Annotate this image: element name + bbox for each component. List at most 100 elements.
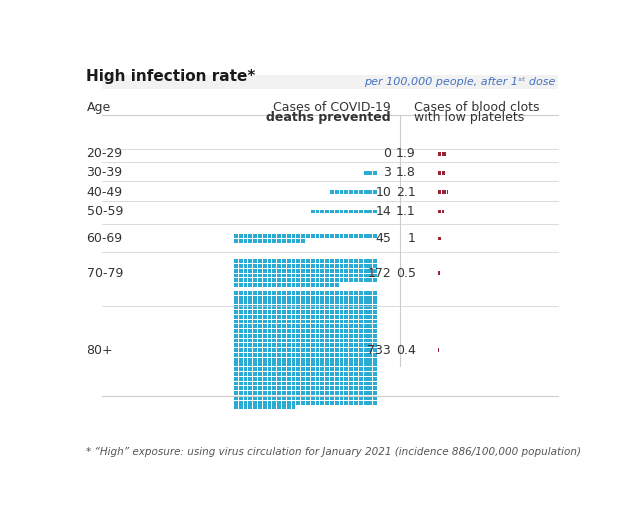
Bar bbox=[301, 291, 305, 294]
Bar bbox=[234, 274, 238, 277]
Bar bbox=[277, 348, 281, 352]
Bar bbox=[292, 264, 295, 268]
Bar bbox=[292, 358, 295, 362]
Bar bbox=[258, 386, 262, 390]
Bar bbox=[248, 239, 252, 243]
Bar bbox=[321, 377, 324, 380]
Bar bbox=[287, 386, 290, 390]
Bar bbox=[369, 190, 372, 194]
Bar bbox=[248, 339, 252, 343]
Bar bbox=[340, 296, 343, 300]
Bar bbox=[263, 269, 266, 272]
Text: Age: Age bbox=[86, 101, 111, 114]
Bar bbox=[253, 259, 257, 263]
Bar bbox=[253, 291, 257, 294]
Bar bbox=[321, 401, 324, 405]
Bar bbox=[253, 305, 257, 309]
Bar bbox=[282, 274, 286, 277]
Bar bbox=[359, 190, 363, 194]
Bar bbox=[234, 343, 238, 347]
Bar bbox=[321, 210, 324, 213]
Bar bbox=[373, 353, 377, 357]
Bar bbox=[349, 358, 353, 362]
Bar bbox=[292, 234, 295, 238]
Text: * “High” exposure: using virus circulation for January 2021 (incidence 886/100,0: * “High” exposure: using virus circulati… bbox=[86, 447, 581, 457]
Bar bbox=[325, 348, 329, 352]
Bar bbox=[277, 283, 281, 287]
Bar bbox=[248, 320, 252, 323]
Bar bbox=[311, 348, 314, 352]
Bar bbox=[277, 372, 281, 376]
Bar bbox=[301, 377, 305, 380]
Bar bbox=[364, 396, 367, 400]
Bar bbox=[316, 396, 319, 400]
Bar bbox=[268, 291, 272, 294]
Bar bbox=[359, 334, 363, 337]
Bar bbox=[282, 391, 286, 395]
Bar bbox=[301, 381, 305, 386]
Bar bbox=[354, 278, 358, 282]
Text: 3: 3 bbox=[383, 167, 391, 180]
Bar bbox=[258, 310, 262, 314]
Bar bbox=[292, 300, 295, 304]
Bar bbox=[349, 269, 353, 272]
Bar bbox=[359, 391, 363, 395]
Bar bbox=[330, 310, 334, 314]
Text: 70-79: 70-79 bbox=[86, 267, 123, 280]
Bar bbox=[292, 274, 295, 277]
Bar bbox=[287, 315, 290, 319]
Bar bbox=[234, 296, 238, 300]
Bar bbox=[359, 339, 363, 343]
Bar bbox=[340, 329, 343, 333]
Bar bbox=[296, 353, 301, 357]
Bar bbox=[263, 310, 266, 314]
Bar bbox=[301, 339, 305, 343]
Bar bbox=[248, 291, 252, 294]
Bar bbox=[277, 377, 281, 380]
Bar bbox=[244, 339, 248, 343]
Bar bbox=[325, 372, 329, 376]
Bar bbox=[287, 372, 290, 376]
Bar bbox=[239, 269, 243, 272]
Bar bbox=[263, 381, 266, 386]
Bar bbox=[335, 334, 339, 337]
Bar bbox=[335, 259, 339, 263]
Bar bbox=[438, 236, 442, 241]
Bar bbox=[258, 353, 262, 357]
Bar bbox=[258, 348, 262, 352]
Bar bbox=[268, 320, 272, 323]
Bar bbox=[253, 320, 257, 323]
Bar bbox=[316, 264, 319, 268]
Bar bbox=[345, 190, 348, 194]
Bar bbox=[268, 386, 272, 390]
Bar bbox=[258, 296, 262, 300]
Bar bbox=[282, 372, 286, 376]
Bar bbox=[244, 353, 248, 357]
Bar bbox=[345, 300, 348, 304]
Bar bbox=[373, 234, 377, 238]
Bar bbox=[349, 274, 353, 277]
Bar bbox=[287, 353, 290, 357]
Bar bbox=[354, 329, 358, 333]
Bar bbox=[258, 269, 262, 272]
Bar bbox=[306, 324, 310, 328]
Bar bbox=[268, 310, 272, 314]
Bar bbox=[268, 353, 272, 357]
Bar bbox=[354, 401, 358, 405]
Bar bbox=[373, 348, 377, 352]
Bar bbox=[373, 278, 377, 282]
Bar bbox=[292, 310, 295, 314]
Bar bbox=[272, 391, 276, 395]
Bar bbox=[316, 343, 319, 347]
Bar bbox=[234, 367, 238, 371]
Bar bbox=[349, 348, 353, 352]
Bar bbox=[301, 259, 305, 263]
Text: 0: 0 bbox=[383, 147, 391, 160]
Bar bbox=[272, 259, 276, 263]
Bar bbox=[248, 305, 252, 309]
Bar bbox=[354, 396, 358, 400]
Bar bbox=[277, 324, 281, 328]
Bar bbox=[373, 259, 377, 263]
Bar bbox=[311, 396, 314, 400]
Bar bbox=[311, 324, 314, 328]
